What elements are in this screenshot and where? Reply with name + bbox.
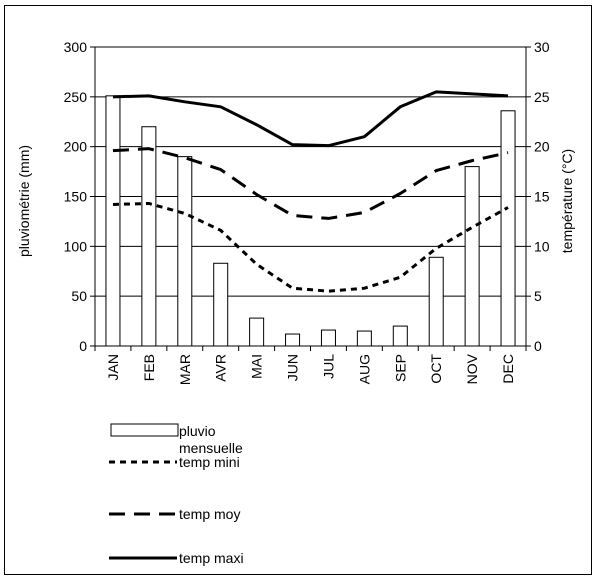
x-tick-label: JUN [285, 354, 301, 381]
left-tick-label: 150 [64, 189, 88, 205]
chart-frame: 0 50 100 150 200 250 300 0 5 10 15 20 25 30 JAN FEB MA… [4, 5, 592, 575]
right-tick-label: 10 [534, 238, 550, 254]
legend-temp-maxi-label: temp maxi [179, 550, 244, 566]
x-tick-label: JUL [320, 354, 336, 379]
y-axis-right-label: température (°C) [559, 149, 575, 253]
rainfall-bar [392, 325, 408, 347]
rainfall-bars [105, 95, 516, 347]
y-axis-left-label: pluviométrie (mm) [16, 145, 32, 257]
x-tick-label: DEC [500, 354, 516, 384]
right-tick-label: 30 [534, 39, 550, 55]
right-tick-label: 20 [534, 139, 550, 155]
x-tick-label: FEB [141, 354, 157, 381]
temperature-lines [112, 90, 509, 293]
rainfall-bar [500, 110, 516, 347]
legend-pluvio-label-2: mensuelle [179, 440, 243, 456]
rainfall-bar [141, 126, 157, 347]
series-line-temp-mini [112, 201, 509, 293]
series-line-temp-maxi [112, 90, 509, 148]
x-tick-label: SEP [392, 354, 408, 382]
x-tick-label: AUG [356, 354, 372, 384]
legend-temp-moy-label: temp moy [179, 506, 240, 522]
right-tick-label: 15 [534, 189, 550, 205]
rainfall-bar [285, 333, 301, 347]
left-tick-label: 0 [79, 338, 87, 354]
legend-temp-mini-label: temp mini [179, 454, 240, 470]
rainfall-bar [249, 317, 265, 347]
rainfall-bar [177, 156, 193, 347]
rainfall-bar [320, 329, 336, 347]
rainfall-bar [105, 95, 121, 347]
right-axis-ticks: 0 5 10 15 20 25 30 [526, 39, 550, 354]
x-axis-labels: JAN FEB MAR AVR MAI JUN JUL AUG SEP OCT NOV DEC [94, 346, 527, 385]
series-line-temp-moy [112, 147, 509, 220]
x-tick-label: AVR [213, 354, 229, 382]
rainfall-bar [428, 256, 444, 347]
rainfall-bar [464, 166, 480, 347]
left-tick-label: 250 [64, 89, 88, 105]
legend-pluvio-swatch [110, 423, 179, 437]
left-tick-label: 300 [64, 39, 88, 55]
left-tick-label: 100 [64, 238, 88, 254]
legend-pluvio-label-1: pluvio [179, 423, 216, 439]
rainfall-bar [213, 262, 229, 347]
left-axis-ticks: 0 50 100 150 200 250 300 [64, 39, 95, 354]
gridlines [95, 46, 526, 297]
x-tick-label: NOV [464, 353, 480, 384]
x-tick-label: MAR [177, 354, 193, 385]
legend: pluvio mensuelle temp mini temp moy temp… [109, 423, 244, 566]
right-tick-label: 0 [534, 338, 542, 354]
right-tick-label: 25 [534, 89, 550, 105]
x-tick-label: MAI [249, 354, 265, 379]
right-tick-label: 5 [534, 288, 542, 304]
left-tick-label: 200 [64, 139, 88, 155]
left-tick-label: 50 [71, 288, 87, 304]
climate-chart: 0 50 100 150 200 250 300 0 5 10 15 20 25 30 JAN FEB MA… [16, 39, 575, 566]
x-tick-label: OCT [428, 354, 444, 384]
x-tick-label: JAN [105, 354, 121, 380]
rainfall-bar [356, 330, 372, 347]
